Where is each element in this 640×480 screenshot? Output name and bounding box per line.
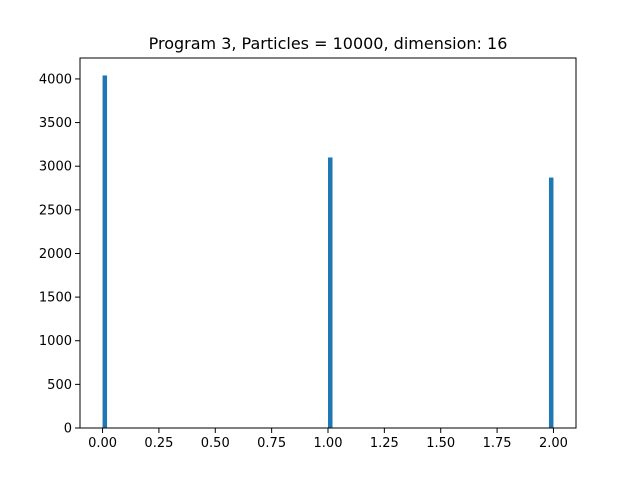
histogram-bar — [548, 177, 554, 428]
x-tick-label: 0.00 — [88, 436, 117, 451]
x-tick-label: 1.25 — [370, 436, 399, 451]
y-tick-label: 3500 — [39, 116, 72, 131]
y-tick-label: 1000 — [39, 334, 72, 349]
y-tick-label: 2000 — [39, 247, 72, 262]
y-tick-label: 0 — [64, 422, 72, 437]
x-tick-label: 1.75 — [483, 436, 512, 451]
chart-title: Program 3, Particles = 10000, dimension:… — [149, 34, 508, 53]
y-axis-ticks: 0 500 1000 1500 2000 2500 3000 3500 4000 — [39, 72, 80, 437]
bars-group — [102, 75, 554, 429]
x-tick-label: 1.50 — [426, 436, 455, 451]
x-tick-label: 0.50 — [201, 436, 230, 451]
x-tick-label: 0.75 — [257, 436, 286, 451]
plot-area-frame — [79, 57, 577, 429]
x-tick-label: 1.00 — [314, 436, 343, 451]
x-tick-label: 0.25 — [144, 436, 173, 451]
histogram-bar — [328, 157, 333, 429]
histogram-bar — [102, 75, 108, 428]
y-tick-label: 1500 — [39, 291, 72, 306]
x-tick-label: 2.00 — [539, 436, 568, 451]
x-axis-ticks: 0.00 0.25 0.50 0.75 1.00 1.25 1.50 1.75 2.00 — [88, 428, 568, 451]
y-tick-label: 4000 — [39, 72, 72, 87]
y-tick-label: 3000 — [39, 160, 72, 175]
y-tick-label: 500 — [47, 378, 72, 393]
y-tick-label: 2500 — [39, 203, 72, 218]
